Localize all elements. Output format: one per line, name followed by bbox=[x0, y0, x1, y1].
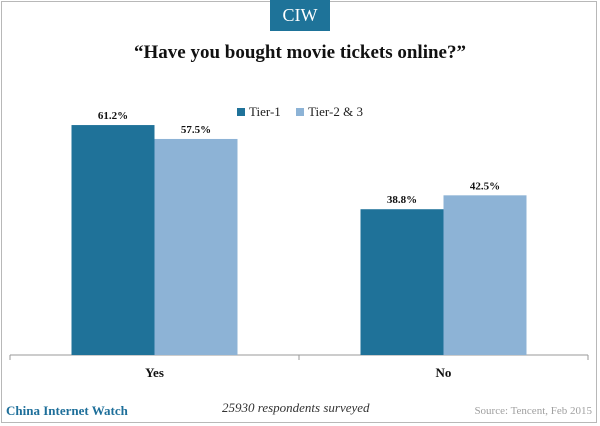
data-label-tier-2-3-yes: 57.5% bbox=[181, 124, 211, 136]
bar-tier-2-3-no bbox=[443, 195, 527, 355]
ciw-logo-badge: CIW bbox=[270, 0, 330, 31]
data-label-tier-2-3-no: 42.5% bbox=[470, 180, 500, 192]
category-label-no: No bbox=[436, 365, 452, 380]
legend-label-tier-1: Tier-1 bbox=[249, 104, 281, 119]
respondents-note: 25930 respondents surveyed bbox=[222, 400, 370, 415]
chart-legend: Tier-1 Tier-2 & 3 bbox=[0, 104, 600, 120]
category-label-yes: Yes bbox=[145, 365, 164, 380]
bar-tier-2-3-yes bbox=[154, 138, 238, 355]
legend-item-tier-2-3: Tier-2 & 3 bbox=[296, 104, 363, 120]
source-note: Source: Tencent, Feb 2015 bbox=[474, 405, 592, 417]
brand-name: China Internet Watch bbox=[6, 403, 128, 418]
data-label-tier-1-yes: 61.2% bbox=[98, 110, 128, 122]
legend-swatch-tier-1 bbox=[237, 108, 246, 116]
bar-tier-1-no bbox=[360, 209, 444, 355]
legend-swatch-tier-2-3 bbox=[296, 108, 305, 116]
data-label-tier-1-no: 38.8% bbox=[387, 194, 417, 206]
legend-item-tier-1: Tier-1 bbox=[237, 104, 281, 120]
legend-label-tier-2-3: Tier-2 & 3 bbox=[308, 104, 363, 119]
bar-tier-1-yes bbox=[71, 125, 155, 355]
chart-title: “Have you bought movie tickets online?” bbox=[134, 42, 466, 63]
